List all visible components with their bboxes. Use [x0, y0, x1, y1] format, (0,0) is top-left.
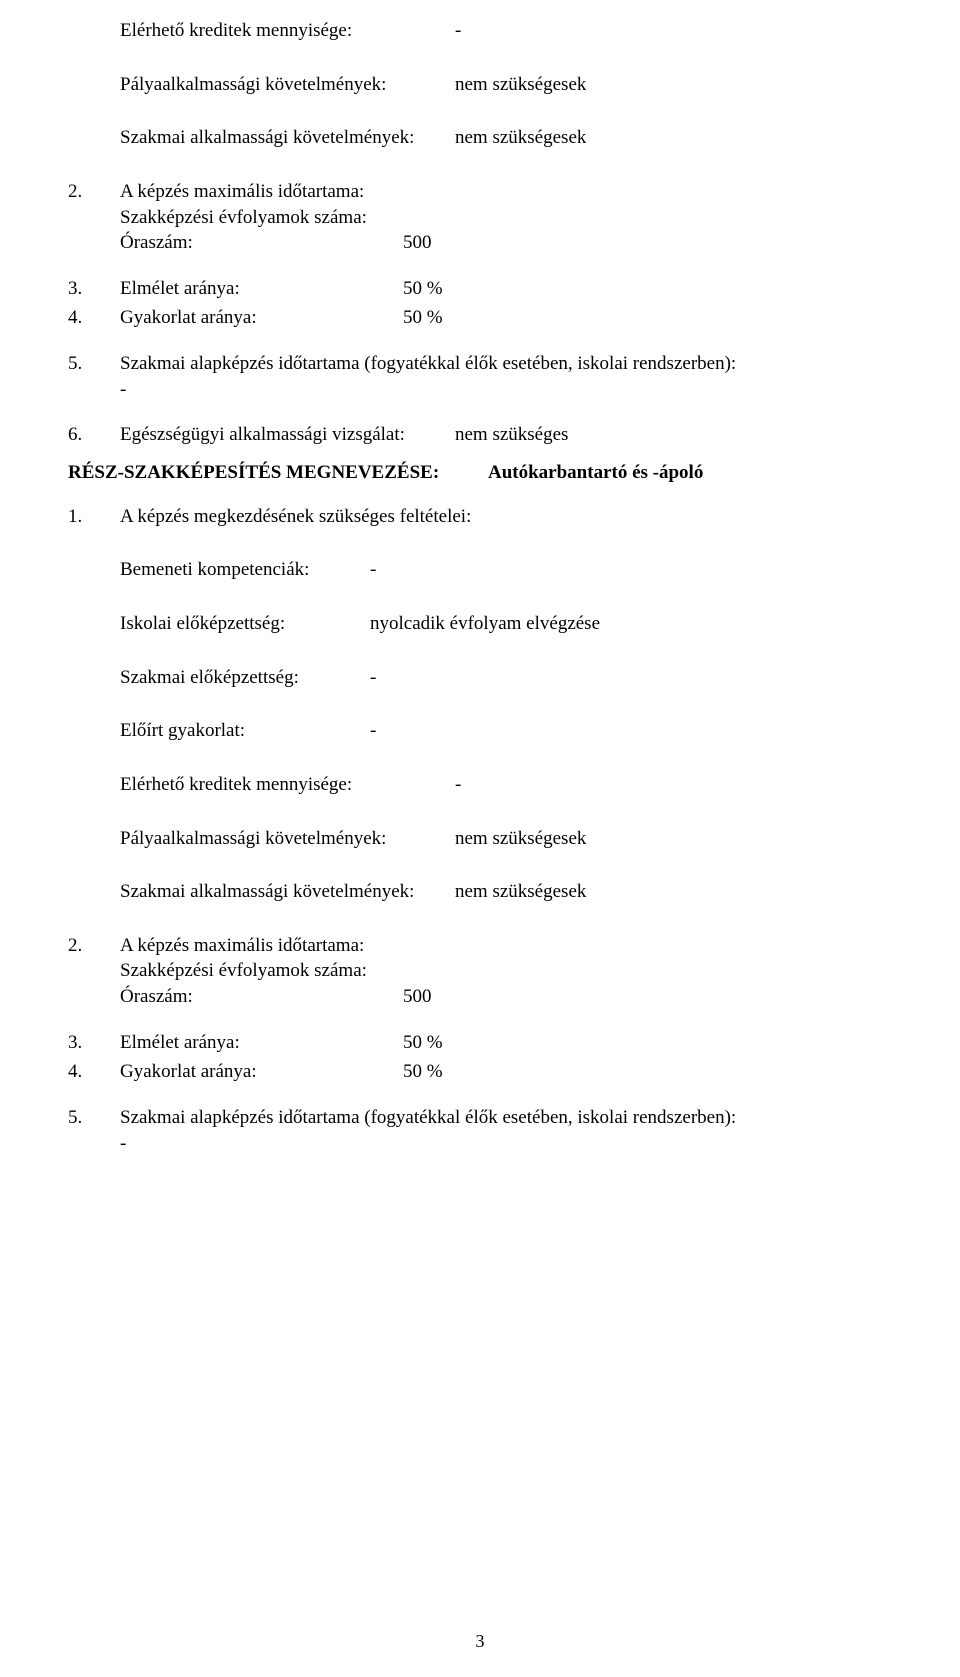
prof-req-row: Szakmai alkalmassági követelmények: nem … [120, 125, 900, 151]
practice-req-value: - [370, 718, 900, 744]
school-label: Iskolai előképzettség: [120, 611, 370, 637]
prof-pre-label: Szakmai előképzettség: [120, 665, 370, 691]
theory-value: 50 % [403, 276, 900, 302]
sub-block: Bemeneti kompetenciák: - Iskolai előképz… [68, 557, 900, 904]
item-number: 5. [68, 351, 120, 402]
credits-value: - [455, 18, 900, 44]
list-item: 5. Szakmai alapképzés időtartama (fogyat… [68, 1105, 900, 1156]
career-req-value-2: nem szükségesek [455, 826, 900, 852]
prof-req-label-2: Szakmai alkalmassági követelmények: [120, 879, 455, 905]
credits-label-2: Elérhető kreditek mennyisége: [120, 772, 455, 798]
list-item: 6. Egészségügyi alkalmassági vizsgálat: … [68, 422, 900, 448]
section-heading: RÉSZ-SZAKKÉPESÍTÉS MEGNEVEZÉSE: Autókarb… [68, 460, 900, 486]
school-row: Iskolai előképzettség: nyolcadik évfolya… [120, 611, 900, 637]
competencies-row: Bemeneti kompetenciák: - [120, 557, 900, 583]
prof-req-value: nem szükségesek [455, 125, 900, 151]
competencies-label: Bemeneti kompetenciák: [120, 557, 370, 583]
item-number: 4. [68, 305, 120, 331]
numbered-list-2c: 5. Szakmai alapképzés időtartama (fogyat… [68, 1105, 900, 1156]
item-text: Szakmai alapképzés időtartama (fogyatékk… [120, 1105, 900, 1131]
numbered-list-1b: 3. Elmélet aránya: 50 % 4. Gyakorlat ará… [68, 276, 900, 331]
list-item: 2. A képzés maximális időtartama: Szakké… [68, 933, 900, 1010]
prof-req-value-2: nem szükségesek [455, 879, 900, 905]
item-text: A képzés megkezdésének szükséges feltéte… [120, 504, 900, 530]
list-item: 4. Gyakorlat aránya: 50 % [68, 305, 900, 331]
item-text: Szakképzési évfolyamok száma: [120, 205, 900, 231]
item-number: 3. [68, 276, 120, 302]
credits-value-2: - [455, 772, 900, 798]
hours-label-2: Óraszám: [120, 984, 403, 1010]
practice-label-2: Gyakorlat aránya: [120, 1059, 403, 1085]
list-item: 5. Szakmai alapképzés időtartama (fogyat… [68, 351, 900, 402]
credits-label: Elérhető kreditek mennyisége: [120, 18, 455, 44]
item-dash: - [120, 1131, 900, 1157]
numbered-list-1d: 6. Egészségügyi alkalmassági vizsgálat: … [68, 422, 900, 448]
career-req-row: Pályaalkalmassági követelmények: nem szü… [120, 72, 900, 98]
theory-value-2: 50 % [403, 1030, 900, 1056]
list-item: 3. Elmélet aránya: 50 % [68, 276, 900, 302]
hours-value: 500 [403, 230, 900, 256]
item-text: Szakképzési évfolyamok száma: [120, 958, 900, 984]
item-number: 4. [68, 1059, 120, 1085]
practice-value-2: 50 % [403, 1059, 900, 1085]
item-text: Szakmai alapképzés időtartama (fogyatékk… [120, 351, 900, 377]
credits-row: Elérhető kreditek mennyisége: - [120, 18, 900, 44]
career-req-label: Pályaalkalmassági követelmények: [120, 72, 455, 98]
prof-pre-row: Szakmai előképzettség: - [120, 665, 900, 691]
section-title: RÉSZ-SZAKKÉPESÍTÉS MEGNEVEZÉSE: [68, 460, 488, 486]
career-req-label-2: Pályaalkalmassági követelmények: [120, 826, 455, 852]
health-value: nem szükséges [455, 422, 900, 448]
competencies-value: - [370, 557, 900, 583]
career-req-row-2: Pályaalkalmassági követelmények: nem szü… [120, 826, 900, 852]
list-item: 3. Elmélet aránya: 50 % [68, 1030, 900, 1056]
credits-row-2: Elérhető kreditek mennyisége: - [120, 772, 900, 798]
top-block: Elérhető kreditek mennyisége: - Pályaalk… [68, 18, 900, 151]
list-item: 2. A képzés maximális időtartama: Szakké… [68, 179, 900, 256]
item-number: 2. [68, 179, 120, 256]
theory-label-2: Elmélet aránya: [120, 1030, 403, 1056]
practice-req-label: Előírt gyakorlat: [120, 718, 370, 744]
item-number: 1. [68, 504, 120, 530]
numbered-list-2: 2. A képzés maximális időtartama: Szakké… [68, 933, 900, 1010]
health-label: Egészségügyi alkalmassági vizsgálat: [120, 422, 455, 448]
hours-value-2: 500 [403, 984, 900, 1010]
item-number: 3. [68, 1030, 120, 1056]
practice-row: Előírt gyakorlat: - [120, 718, 900, 744]
prof-req-row-2: Szakmai alkalmassági követelmények: nem … [120, 879, 900, 905]
career-req-value: nem szükségesek [455, 72, 900, 98]
page-number: 3 [0, 1629, 960, 1653]
school-value: nyolcadik évfolyam elvégzése [370, 611, 900, 637]
prof-req-label: Szakmai alkalmassági követelmények: [120, 125, 455, 151]
section-subtitle: Autókarbantartó és -ápoló [488, 460, 900, 486]
sub-list: 1. A képzés megkezdésének szükséges felt… [68, 504, 900, 530]
practice-label: Gyakorlat aránya: [120, 305, 403, 331]
list-item: 1. A képzés megkezdésének szükséges felt… [68, 504, 900, 530]
item-dash: - [120, 377, 900, 403]
item-text: A képzés maximális időtartama: [120, 933, 900, 959]
list-item: 4. Gyakorlat aránya: 50 % [68, 1059, 900, 1085]
hours-label: Óraszám: [120, 230, 403, 256]
numbered-list-2b: 3. Elmélet aránya: 50 % 4. Gyakorlat ará… [68, 1030, 900, 1085]
item-number: 6. [68, 422, 120, 448]
prof-pre-value: - [370, 665, 900, 691]
numbered-list-1c: 5. Szakmai alapképzés időtartama (fogyat… [68, 351, 900, 402]
numbered-list-1: 2. A képzés maximális időtartama: Szakké… [68, 179, 900, 256]
item-number: 2. [68, 933, 120, 1010]
practice-value: 50 % [403, 305, 900, 331]
item-number: 5. [68, 1105, 120, 1156]
item-text: A képzés maximális időtartama: [120, 179, 900, 205]
theory-label: Elmélet aránya: [120, 276, 403, 302]
